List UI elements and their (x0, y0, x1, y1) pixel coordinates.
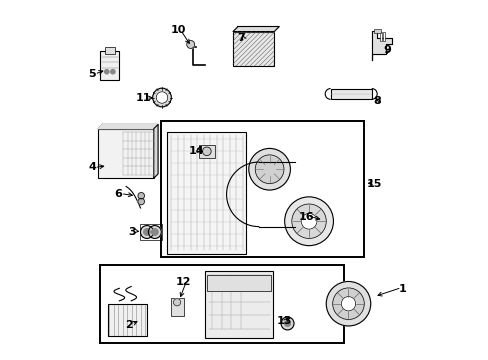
Circle shape (281, 317, 293, 330)
Text: 1: 1 (398, 284, 406, 294)
Polygon shape (371, 31, 391, 60)
Circle shape (248, 148, 290, 190)
Bar (104, 47, 115, 54)
Circle shape (173, 299, 180, 306)
Bar (100, 51, 119, 80)
Text: 6: 6 (114, 189, 122, 199)
Bar (161, 121, 363, 257)
Text: 4: 4 (88, 162, 96, 172)
Bar (373, 30, 380, 33)
Circle shape (301, 213, 316, 229)
Bar (107, 304, 147, 336)
Circle shape (138, 198, 144, 205)
Polygon shape (153, 125, 158, 178)
Circle shape (143, 229, 150, 235)
Text: 9: 9 (382, 45, 390, 55)
Bar (330, 89, 371, 99)
Bar (379, 32, 381, 41)
Circle shape (156, 92, 167, 103)
Text: 8: 8 (372, 96, 380, 106)
Circle shape (291, 204, 325, 238)
Circle shape (110, 69, 115, 74)
Text: 14: 14 (188, 146, 204, 156)
Text: 11: 11 (135, 93, 151, 103)
Text: 7: 7 (237, 33, 244, 43)
Circle shape (284, 197, 333, 246)
Bar (204, 271, 273, 338)
Bar (199, 145, 214, 158)
Circle shape (332, 288, 364, 319)
Polygon shape (98, 125, 158, 129)
Bar (233, 32, 274, 66)
Circle shape (140, 226, 153, 238)
Text: 3: 3 (128, 227, 136, 237)
Circle shape (104, 69, 109, 74)
Circle shape (255, 155, 284, 184)
Bar (167, 132, 246, 253)
Circle shape (186, 41, 194, 48)
Text: 5: 5 (88, 69, 96, 79)
Polygon shape (233, 27, 279, 32)
Text: 13: 13 (276, 316, 292, 325)
Bar (170, 298, 183, 316)
Text: 15: 15 (366, 179, 381, 189)
Bar (383, 32, 385, 41)
Bar (206, 275, 271, 291)
Bar (140, 224, 162, 240)
Text: 12: 12 (175, 277, 191, 287)
Text: 10: 10 (170, 25, 185, 35)
Circle shape (284, 320, 290, 326)
Text: 2: 2 (125, 320, 133, 330)
Circle shape (325, 282, 370, 326)
Text: 16: 16 (298, 212, 313, 221)
Circle shape (202, 147, 211, 156)
Bar (98, 129, 153, 178)
Circle shape (148, 226, 161, 238)
Circle shape (152, 88, 171, 107)
Bar (100, 265, 344, 343)
Circle shape (151, 229, 158, 235)
Circle shape (341, 297, 355, 311)
Circle shape (138, 193, 144, 199)
